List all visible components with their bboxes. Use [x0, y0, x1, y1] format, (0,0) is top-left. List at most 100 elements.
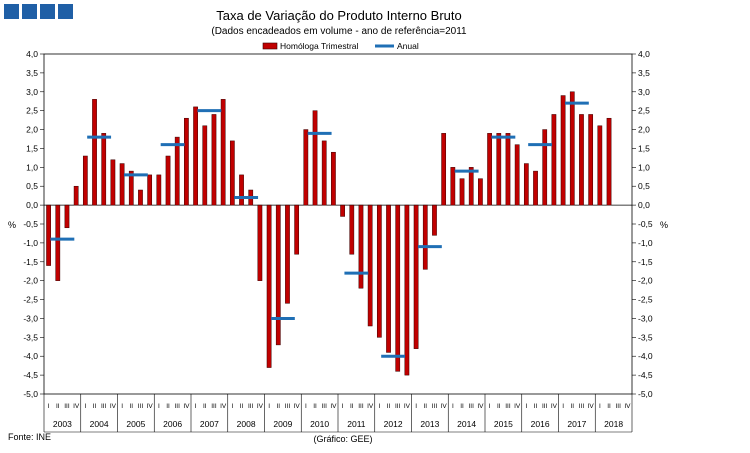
x-tick-label-quarter: II [387, 403, 391, 410]
bar-quarterly [376, 204, 382, 338]
x-tick-label-year: 2011 [347, 419, 366, 429]
bar-quarterly [579, 114, 584, 206]
y-tick-label-right: -1,5 [638, 257, 653, 267]
bar-quarterly [514, 144, 520, 206]
y-tick-label-left: 3,0 [26, 87, 38, 97]
y-tick-label-right: 2,0 [638, 125, 650, 135]
y-tick-label-left: -3,5 [23, 332, 38, 342]
x-tick-label-quarter: IV [73, 403, 80, 410]
x-tick-label-year: 2008 [237, 419, 256, 429]
x-tick-label-quarter: III [248, 403, 254, 410]
x-tick-label-quarter: I [121, 403, 123, 410]
x-tick-label-quarter: III [579, 403, 585, 410]
plot-area: 4,0 4,0 3,5 3,5 3,0 3,0 2,5 2,5 2,0 2,0 1,5 1,5 1,0 1… [23, 49, 653, 433]
bar-quarterly [55, 204, 61, 281]
legend-label-annual: Anual [397, 41, 419, 51]
y-tick-label-right: -3,0 [638, 313, 653, 323]
y-tick-label-left: -2,5 [23, 295, 38, 305]
bar-quarterly [119, 163, 125, 206]
x-tick-label-quarter: IV [147, 403, 154, 410]
bar-quarterly [606, 117, 612, 206]
bar-quarterly [128, 170, 134, 206]
x-tick-label-quarter: III [395, 403, 401, 410]
x-tick-label-quarter: I [378, 403, 380, 410]
bar-quarterly [588, 114, 594, 206]
y-tick-label-left: -4,0 [23, 351, 38, 361]
bar-quarterly [82, 155, 88, 206]
y-tick-label-right: -2,0 [638, 276, 653, 286]
bar-quarterly [597, 125, 603, 206]
x-tick-label-quarter: II [276, 403, 280, 410]
bar-quarterly [321, 140, 327, 206]
bar-quarterly [367, 204, 373, 327]
chart-subtitle: (Dados encadeados em volume - ano de ref… [211, 26, 467, 37]
x-tick-label-year: 2003 [53, 419, 72, 429]
x-tick-label-quarter: II [460, 403, 464, 410]
x-tick-label-quarter: II [93, 403, 97, 410]
x-tick-label-quarter: IV [551, 403, 558, 410]
x-tick-label-quarter: III [542, 403, 548, 410]
bar-quarterly [523, 163, 529, 206]
bar-quarterly [569, 91, 575, 206]
bar-quarterly [110, 159, 116, 206]
y-tick-label-right: 1,0 [638, 162, 650, 172]
y-tick-label-left: 4,0 [26, 49, 38, 59]
x-tick-label-quarter: I [268, 403, 270, 410]
x-tick-label-year: 2017 [567, 419, 586, 429]
x-tick-label-quarter: III [322, 403, 328, 410]
x-tick-label-quarter: II [129, 403, 133, 410]
source-note: Fonte: INE [8, 432, 51, 442]
bar-quarterly [542, 129, 548, 206]
x-tick-label-quarter: IV [441, 403, 448, 410]
bar-quarterly [275, 204, 281, 346]
x-tick-label-quarter: III [101, 403, 107, 410]
bar-quarterly [505, 133, 511, 206]
y-tick-label-right: -4,0 [638, 351, 653, 361]
bar-quarterly [331, 151, 336, 206]
bar-quarterly [46, 204, 51, 266]
y-axis-label-right: % [660, 220, 668, 230]
x-tick-label-quarter: II [607, 403, 611, 410]
bar-quarterly [92, 99, 97, 206]
y-tick-label-right: -1,0 [638, 238, 653, 248]
x-tick-label-quarter: IV [257, 403, 264, 410]
x-tick-label-quarter: IV [110, 403, 117, 410]
x-tick-label-quarter: I [599, 403, 601, 410]
legend-label-quarterly: Homóloga Trimestral [280, 41, 359, 51]
y-tick-label-right: 0,5 [638, 181, 650, 191]
bar-quarterly [285, 204, 290, 304]
bar-quarterly [174, 136, 180, 206]
bar-quarterly [220, 99, 226, 206]
bar-quarterly [395, 204, 401, 372]
x-tick-label-quarter: III [138, 403, 144, 410]
bar-quarterly [294, 204, 300, 255]
x-tick-label-quarter: I [231, 403, 233, 410]
bar-quarterly [147, 174, 153, 206]
x-tick-label-quarter: I [562, 403, 564, 410]
bar-quarterly [441, 133, 447, 206]
y-tick-label-right: -0,5 [638, 219, 653, 229]
x-tick-label-quarter: IV [624, 403, 631, 410]
x-tick-label-year: 2005 [126, 419, 145, 429]
x-tick-label-quarter: I [415, 403, 417, 410]
x-tick-label-quarter: I [452, 403, 454, 410]
bar-quarterly [184, 117, 189, 206]
x-tick-label-quarter: III [358, 403, 364, 410]
x-tick-label-year: 2018 [604, 419, 623, 429]
bar-quarterly [468, 167, 474, 206]
y-tick-label-left: 2,0 [26, 125, 38, 135]
bar-quarterly [404, 204, 410, 376]
x-tick-label-quarter: IV [588, 403, 595, 410]
x-tick-label-quarter: III [469, 403, 475, 410]
x-tick-label-quarter: II [570, 403, 574, 410]
y-tick-label-left: 0,5 [26, 181, 38, 191]
x-tick-label-quarter: III [285, 403, 291, 410]
x-tick-label-quarter: I [158, 403, 160, 410]
bar-quarterly [551, 114, 557, 206]
bar-quarterly [257, 204, 263, 281]
y-tick-label-left: 0,0 [26, 200, 38, 210]
x-tick-label-quarter: I [84, 403, 86, 410]
x-tick-label-quarter: I [342, 403, 344, 410]
x-tick-label-quarter: IV [514, 403, 521, 410]
x-tick-label-quarter: III [616, 403, 622, 410]
